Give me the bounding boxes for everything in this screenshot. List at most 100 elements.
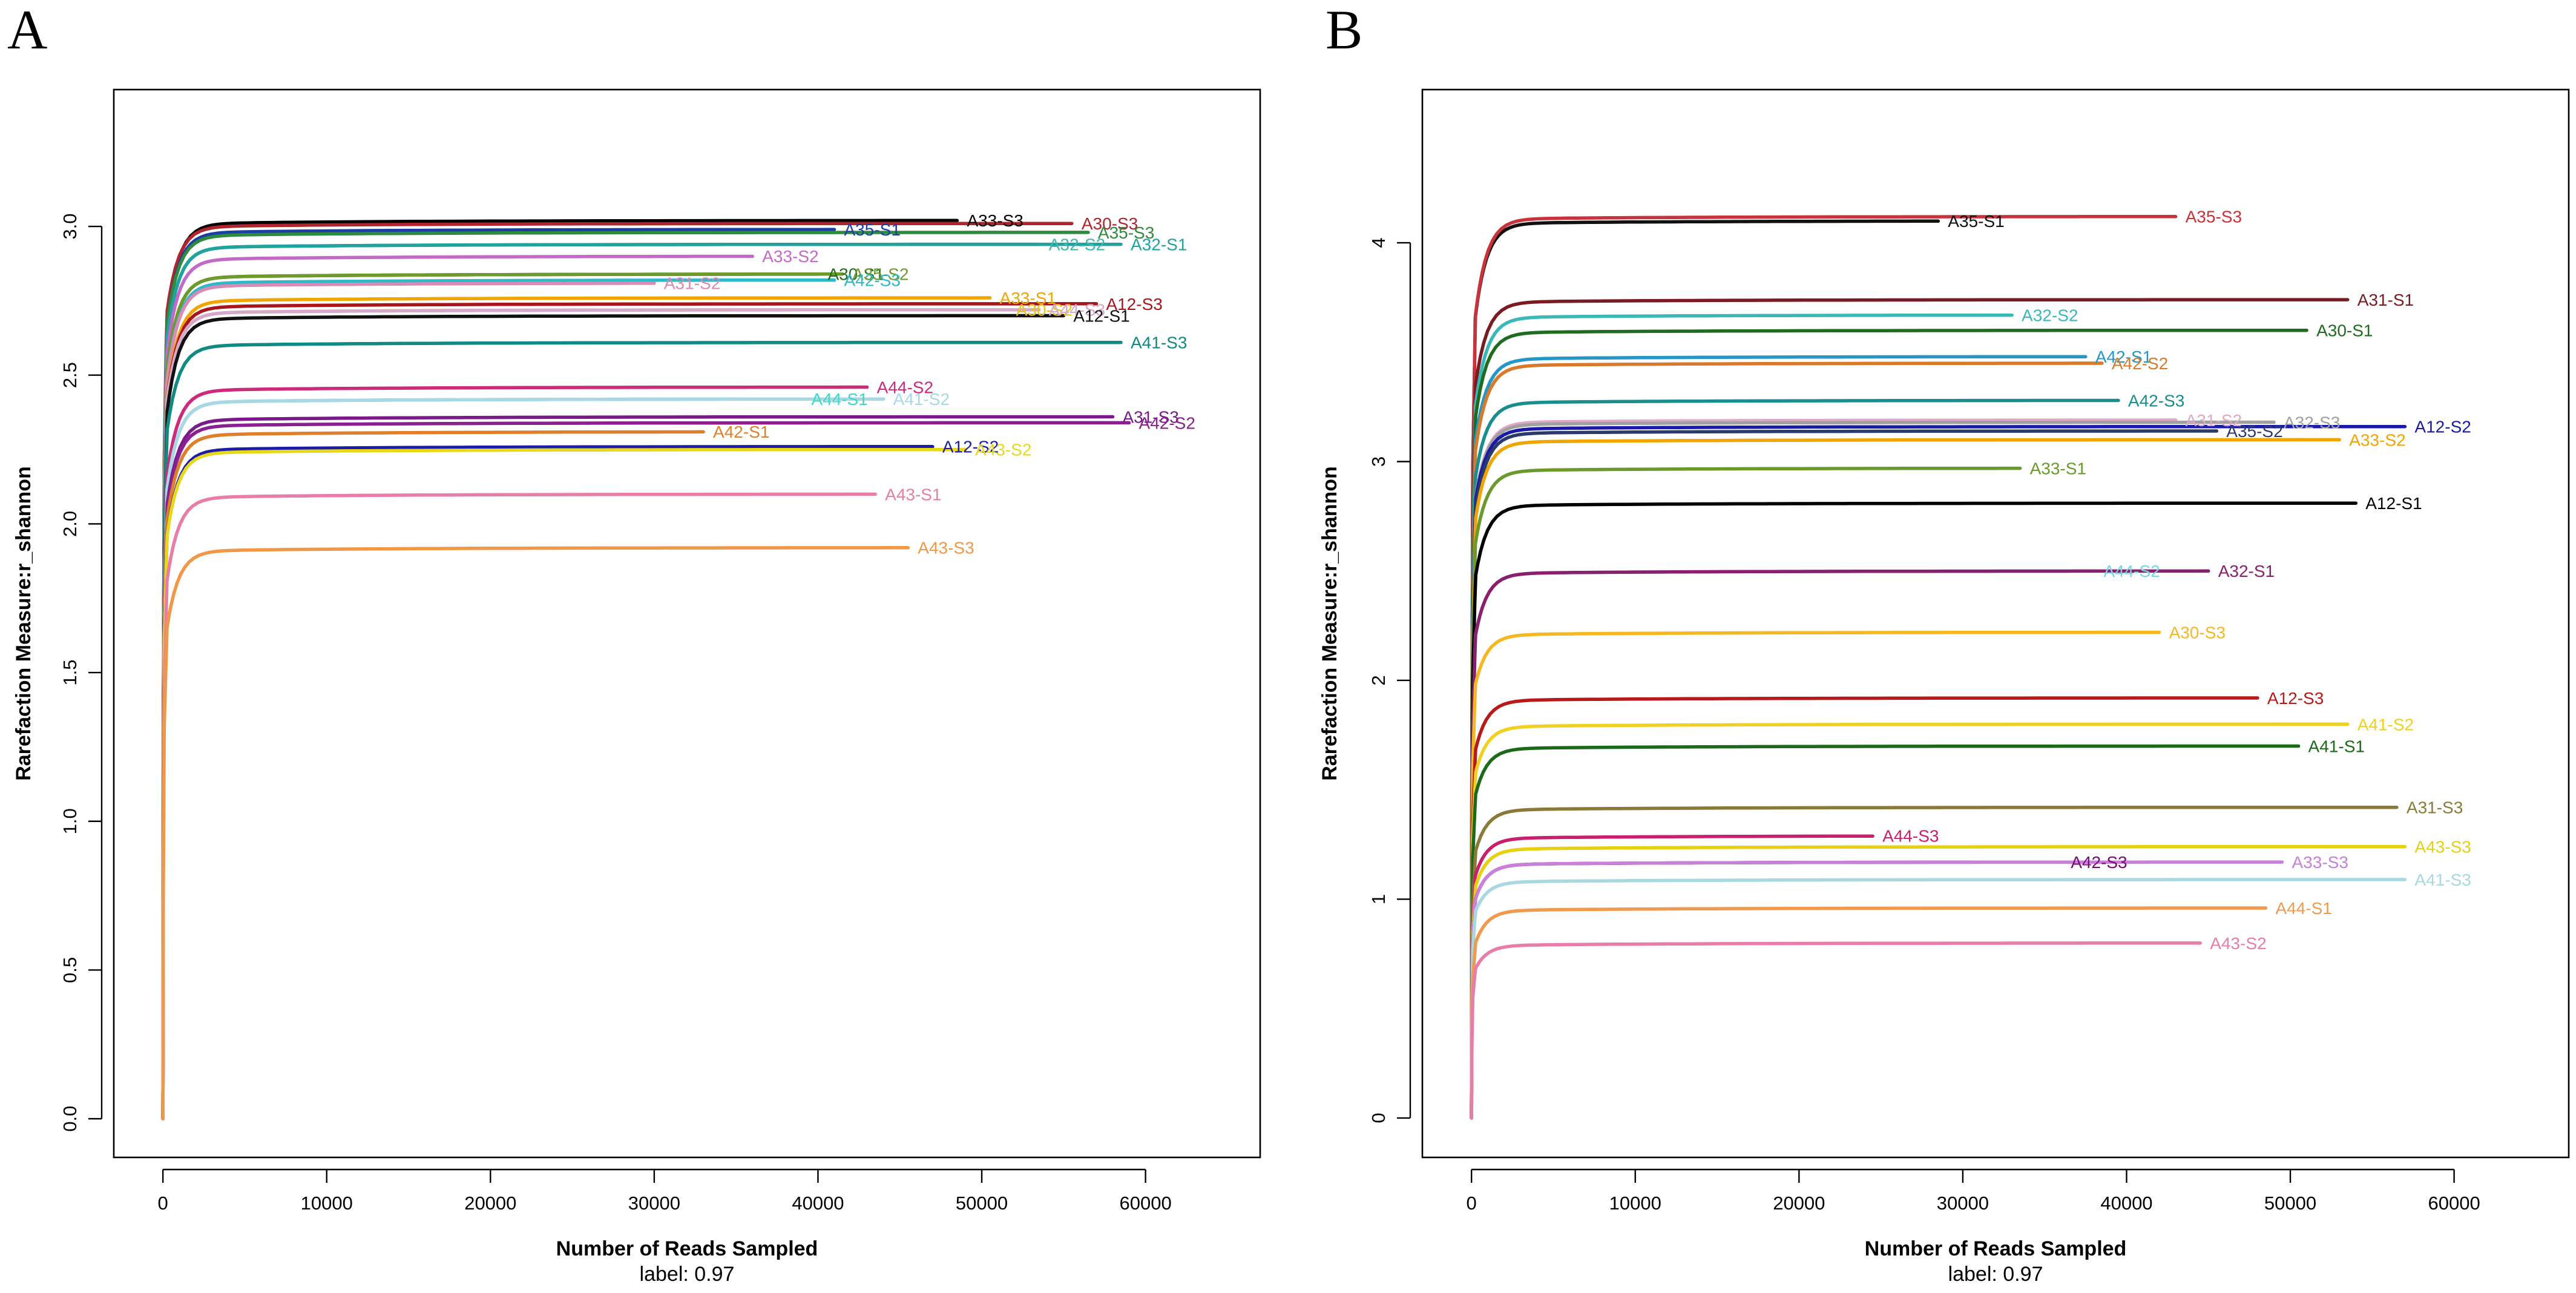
x-tick-label: 40000 xyxy=(792,1193,844,1214)
series-label: A42-S3 xyxy=(844,271,901,289)
series-line xyxy=(161,242,1123,1120)
series-label: A30-S1 xyxy=(827,265,884,284)
series-line xyxy=(161,492,877,1120)
y-tick-label: 0.0 xyxy=(59,1106,80,1132)
x-axis-title: Number of Reads Sampled xyxy=(1865,1237,2127,1260)
series-line xyxy=(1470,298,2350,1120)
series-line xyxy=(1470,424,2407,1120)
x-tick-label: 60000 xyxy=(2428,1193,2480,1214)
series-line xyxy=(1470,328,2308,1120)
series-label: A35-S2 xyxy=(852,265,908,284)
series-line xyxy=(161,447,967,1120)
series-line xyxy=(161,254,754,1120)
series-label: A32-S1 xyxy=(2218,562,2275,581)
series-label: A12-S1 xyxy=(1073,306,1129,325)
series-label: A42-S1 xyxy=(2095,347,2152,366)
series-label: A31-S2 xyxy=(664,274,720,292)
series-line xyxy=(161,415,1115,1120)
series-line xyxy=(1470,844,2407,1120)
y-axis: 0.0 0.5 1.0 1.5 2.0 2.5 3.0 xyxy=(59,213,103,1132)
series-label: A33-S3 xyxy=(2292,853,2348,872)
x-tick-label: 30000 xyxy=(1937,1193,1989,1214)
series-label: A35-S3 xyxy=(2186,208,2242,226)
series-line xyxy=(1470,860,2063,1120)
series-line xyxy=(1470,722,2350,1120)
series-label: A41-S1 xyxy=(2308,737,2365,755)
x-tick-label: 20000 xyxy=(464,1193,516,1214)
series-label: A31-S3 xyxy=(2407,798,2463,817)
series-lines xyxy=(1470,215,2407,1120)
series-line xyxy=(1470,941,2202,1120)
series-line xyxy=(1470,860,2284,1120)
series-line xyxy=(161,272,844,1120)
plot-frame xyxy=(113,88,1261,1159)
chart-subtitle: label: 0.97 xyxy=(640,1263,735,1286)
series-label: A42-S3 xyxy=(2128,391,2184,410)
panel-letter: A xyxy=(7,0,47,61)
series-label: A42-S2 xyxy=(1139,413,1195,432)
series-line xyxy=(1470,878,2407,1120)
series-label: A30-S3 xyxy=(2169,623,2226,642)
series-line xyxy=(1470,313,2014,1120)
series-line xyxy=(1470,355,2088,1120)
y-axis-title: Rarefaction Measure:r_shannon xyxy=(1318,466,1341,781)
y-axis: 0 1 2 3 4 xyxy=(1368,237,1411,1124)
series-label: A33-S1 xyxy=(2030,459,2086,478)
series-label: A44-S1 xyxy=(2275,899,2331,918)
series-label: A44-S1 xyxy=(811,390,867,409)
series-line xyxy=(161,242,1041,1120)
y-tick-label: 2.0 xyxy=(59,511,80,537)
series-labels: A35-S1 A35-S3A31-S1A32-S2A30-S1A42-S1A42-… xyxy=(1882,208,2471,953)
series-line xyxy=(161,281,656,1120)
series-line xyxy=(1470,569,2210,1120)
series-line xyxy=(1470,501,2358,1120)
x-tick-label: 10000 xyxy=(301,1193,353,1214)
series-label: A41-S3 xyxy=(2414,870,2471,889)
series-label: A35-S3 xyxy=(1098,223,1154,242)
y-tick-label: 1 xyxy=(1368,894,1389,904)
y-tick-label: 1.0 xyxy=(59,808,80,834)
series-line xyxy=(161,219,959,1120)
y-tick-label: 0 xyxy=(1368,1113,1389,1123)
series-label: A12-S3 xyxy=(2267,689,2324,708)
series-label: A30-S2 xyxy=(1016,301,1073,320)
series-line xyxy=(1470,906,2268,1120)
series-label: A33-S3 xyxy=(967,211,1023,230)
series-line xyxy=(1470,420,2276,1120)
series-label: A44-S2 xyxy=(877,378,933,396)
series-line xyxy=(161,222,1074,1120)
series-label: A30-S1 xyxy=(2316,321,2373,340)
y-tick-label: 3.0 xyxy=(59,213,80,239)
plot-frame xyxy=(1421,88,2570,1159)
series-line xyxy=(161,397,804,1120)
series-line xyxy=(161,430,705,1120)
series-label: A42-S3 xyxy=(2071,853,2127,872)
panel-letter: B xyxy=(1326,0,1362,61)
series-line xyxy=(1470,466,2022,1120)
series-lines xyxy=(161,219,1131,1120)
series-line xyxy=(161,308,1041,1120)
series-line xyxy=(161,278,836,1120)
y-tick-label: 4 xyxy=(1368,237,1389,248)
series-line xyxy=(1470,429,2219,1120)
series-label: A12-S2 xyxy=(942,438,999,456)
series-label: A32-S2 xyxy=(1049,235,1105,254)
series-line xyxy=(1470,398,2120,1120)
series-label: A31-S2 xyxy=(2186,411,2242,430)
series-line xyxy=(1470,834,1874,1120)
series-label: A43-S2 xyxy=(2210,934,2266,953)
series-line xyxy=(161,228,836,1120)
y-axis-title: Rarefaction Measure:r_shannon xyxy=(12,466,35,781)
series-label: A41-S2 xyxy=(893,390,950,409)
series-line xyxy=(1470,438,2341,1120)
y-tick-label: 3 xyxy=(1368,456,1389,467)
series-label: A30-S3 xyxy=(1082,214,1138,233)
x-tick-label: 0 xyxy=(158,1193,168,1214)
series-line xyxy=(161,302,1099,1120)
series-line xyxy=(1470,805,2399,1120)
panel-a: A 0 10000 20000 30000 40000 50000 60000 0.0 0.5… xyxy=(7,0,1261,1286)
series-line xyxy=(161,421,1131,1120)
series-label: A43-S1 xyxy=(885,485,941,504)
series-label: A33-S2 xyxy=(2349,430,2405,449)
